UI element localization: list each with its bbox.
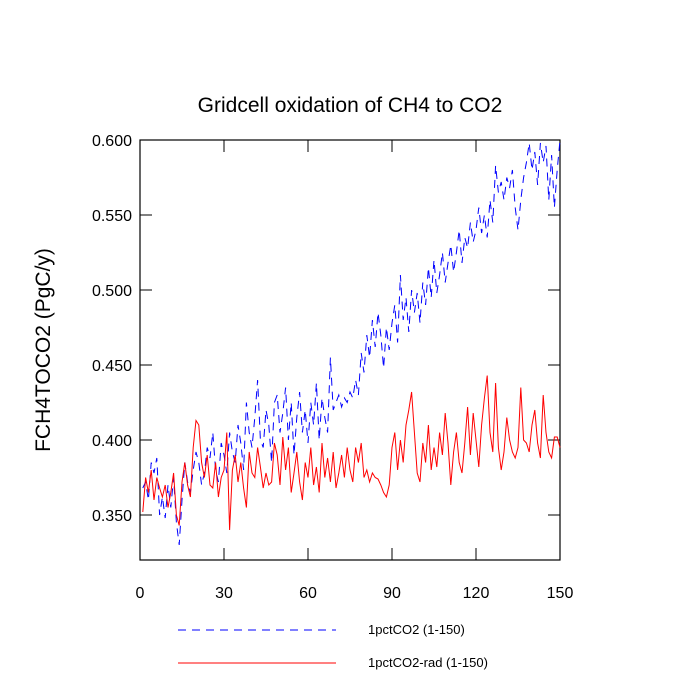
legend-label: 1pctCO2 (1-150) bbox=[368, 622, 465, 637]
legend-label: 1pctCO2-rad (1-150) bbox=[368, 655, 488, 670]
y-tick-label: 0.550 bbox=[92, 208, 132, 225]
x-tick-label: 30 bbox=[215, 585, 233, 602]
series-line bbox=[142, 139, 561, 546]
x-tick-label: 150 bbox=[547, 585, 574, 602]
x-tick-label: 0 bbox=[136, 585, 145, 602]
y-tick-label: 0.450 bbox=[92, 358, 132, 375]
x-tick-label: 60 bbox=[299, 585, 317, 602]
series-line bbox=[142, 375, 561, 531]
x-tick-label: 90 bbox=[383, 585, 401, 602]
y-tick-label: 0.350 bbox=[92, 508, 132, 525]
y-tick-label: 0.500 bbox=[92, 283, 132, 300]
chart-title: Gridcell oxidation of CH4 to CO2 bbox=[198, 94, 503, 117]
x-tick-label: 120 bbox=[463, 585, 490, 602]
plot-frame bbox=[139, 139, 561, 561]
y-tick-label: 0.600 bbox=[92, 133, 132, 150]
y-tick-label: 0.400 bbox=[92, 433, 132, 450]
y-axis-label: FCH4TOCO2 (PgC/y) bbox=[32, 248, 55, 452]
